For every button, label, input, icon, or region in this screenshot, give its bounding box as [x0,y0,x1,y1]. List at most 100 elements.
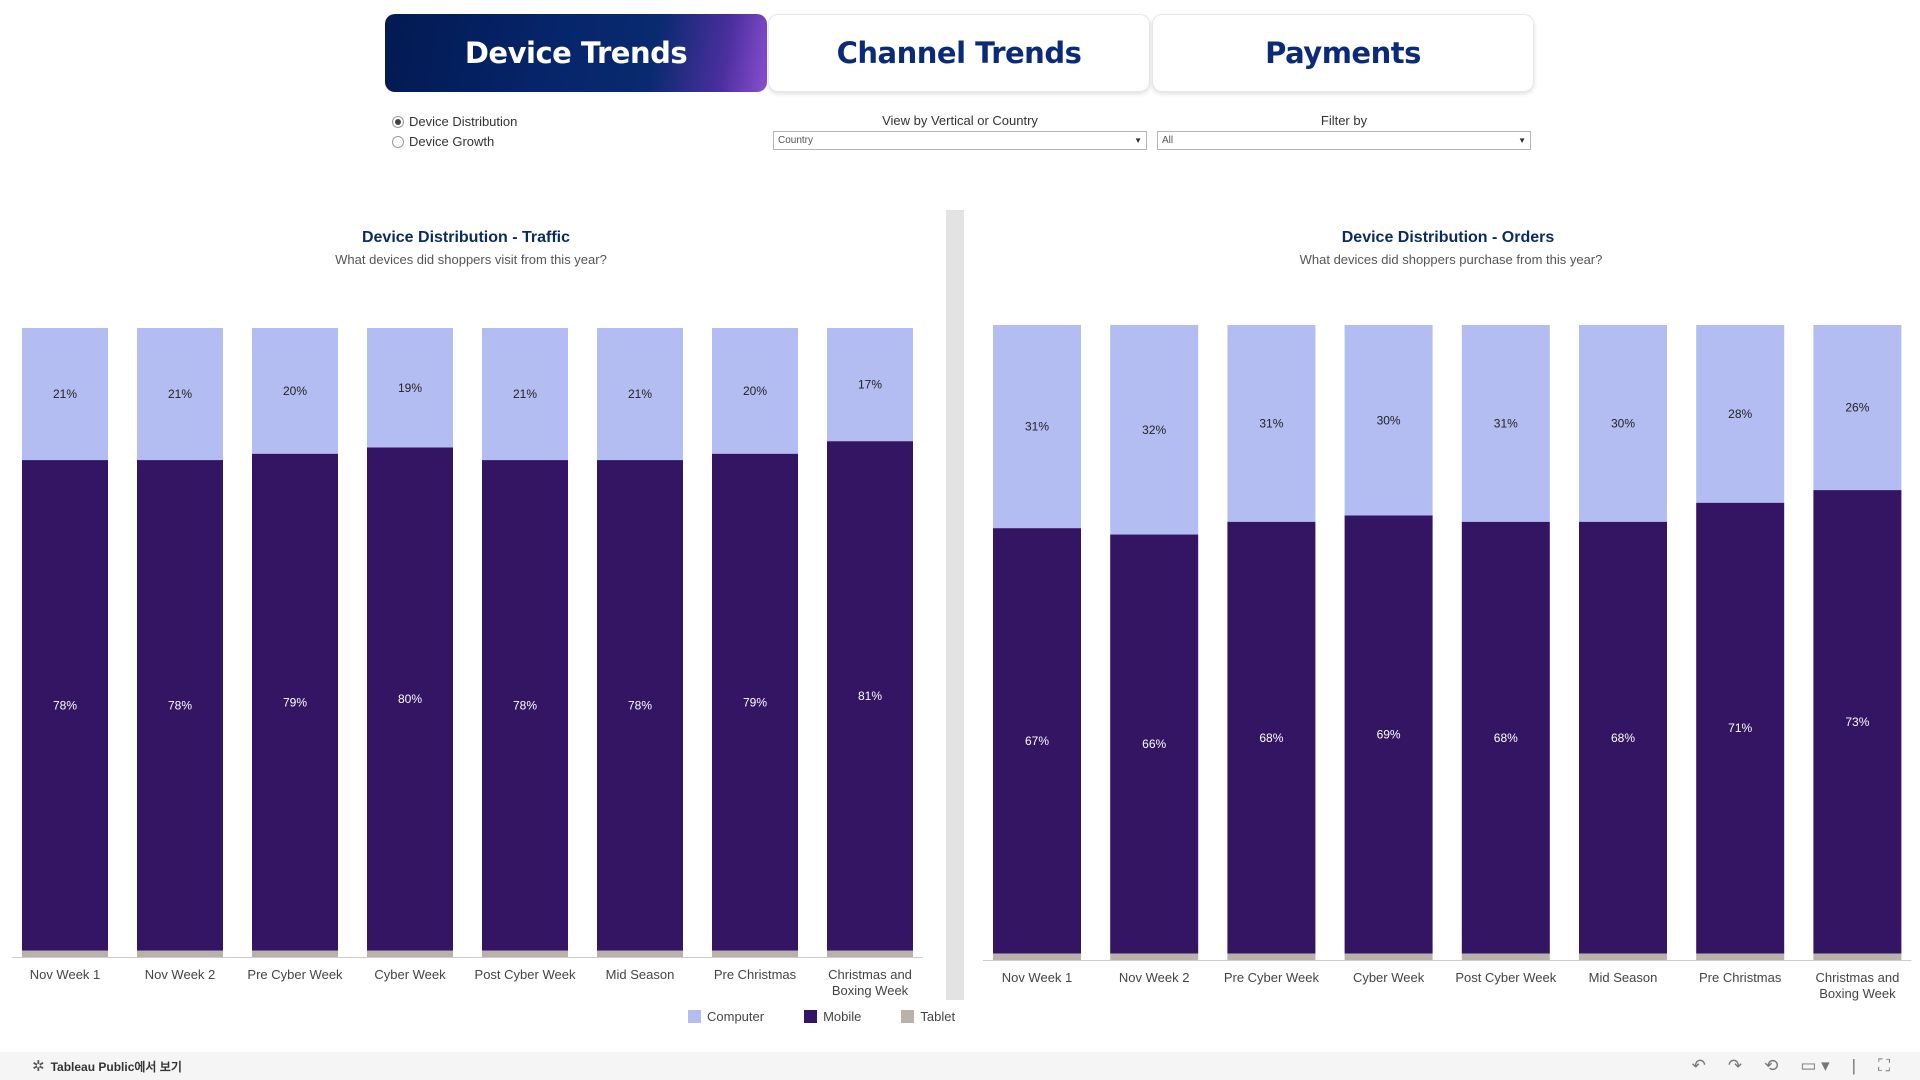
x-tick-label-pre-christmas: Pre Christmas [714,967,797,982]
bar-computer-post-cyber-week [1461,325,1550,522]
bar-tablet-cyber-week [367,950,453,957]
data-label-mobile-nov-week-2: 66% [1142,737,1166,751]
bar-mobile-nov-week-2 [1110,534,1199,954]
x-tick-label-christmas-and-boxing-week: Boxing Week [832,983,909,998]
data-label-mobile-post-cyber-week: 68% [1494,731,1518,745]
revert-icon[interactable]: ⟲ [1764,1056,1779,1075]
tab-payments[interactable]: Payments [1152,14,1534,92]
bar-computer-post-cyber-week [482,328,568,461]
radio-selected-icon[interactable] [392,115,404,128]
legend-swatch [688,1010,701,1023]
bar-mobile-nov-week-2 [137,460,223,951]
data-label-mobile-pre-cyber-week: 68% [1259,731,1283,745]
bar-tablet-nov-week-2 [1110,953,1199,960]
x-tick-label-pre-christmas: Pre Christmas [1699,970,1782,985]
data-label-computer-pre-cyber-week: 20% [283,384,307,398]
x-tick-label-pre-cyber-week: Pre Cyber Week [247,967,343,982]
bar-mobile-mid-season [1579,521,1667,954]
bar-mobile-pre-cyber-week [252,453,338,951]
x-tick-label-cyber-week: Cyber Week [1353,970,1425,985]
chevron-down-icon[interactable]: ▼ [1134,136,1142,145]
tab-label: Payments [1265,36,1421,70]
footer-brand-label: Tableau Public에서 보기 [50,1059,182,1074]
bar-computer-cyber-week [1344,325,1433,516]
tab-channel-trends[interactable]: Channel Trends [768,14,1150,92]
data-label-mobile-post-cyber-week: 78% [513,698,537,712]
data-label-mobile-nov-week-1: 78% [53,698,77,712]
radio-device-distribution[interactable]: Device Distribution [392,114,517,129]
data-label-mobile-nov-week-1: 67% [1025,734,1049,748]
bar-mobile-post-cyber-week [1461,521,1550,954]
bar-tablet-nov-week-2 [137,950,223,957]
undo-icon[interactable]: ↶ [1691,1056,1706,1075]
redo-icon[interactable]: ↷ [1727,1056,1743,1075]
bar-computer-christmas-and-boxing-week [827,328,913,442]
tableau-public-link[interactable]: ✲ Tableau Public에서 보기 [32,1057,182,1075]
bar-tablet-cyber-week [1344,953,1433,960]
bar-tablet-nov-week-1 [993,953,1081,960]
fullscreen-icon[interactable]: ⛶ [1878,1056,1890,1075]
radio-unselected-icon[interactable] [392,135,404,148]
data-label-mobile-nov-week-2: 78% [168,698,192,712]
chart-title-orders: Device Distribution - Orders [1341,229,1555,246]
bar-tablet-pre-christmas [712,950,798,957]
chart-subtitle-traffic: What devices did shoppers visit from thi… [335,252,607,267]
x-tick-label-nov-week-1: Nov Week 1 [30,967,101,982]
tab-label: Device Trends [464,36,688,70]
radio-device-growth[interactable]: Device Growth [392,134,494,149]
data-label-mobile-cyber-week: 80% [398,692,422,706]
dropdown-value: All [1162,135,1174,146]
data-label-mobile-mid-season: 78% [628,698,652,712]
data-label-mobile-pre-christmas: 71% [1728,721,1752,735]
dropdown-value: Country [778,135,814,146]
data-label-computer-pre-cyber-week: 31% [1259,416,1283,430]
chevron-down-icon[interactable]: ▼ [1518,136,1526,145]
data-label-computer-nov-week-1: 31% [1025,420,1049,434]
data-label-computer-post-cyber-week: 31% [1494,416,1518,430]
footer-bar: ✲ Tableau Public에서 보기 ↶ ↷ ⟲ ▭ ▾ | ⛶ [0,1052,1920,1080]
legend-label: Tablet [920,1009,956,1024]
bar-computer-christmas-and-boxing-week [1813,325,1902,491]
orders-chart: 31% 67% Nov Week 1 32% 66% Nov Week 2 31% 68% Pr… [983,325,1912,1001]
tab-device-trends[interactable]: Device Trends [385,14,767,92]
x-tick-label-christmas-and-boxing-week: Christmas and [1815,970,1899,985]
legend-item-mobile[interactable]: Mobile [804,1009,861,1024]
bar-tablet-nov-week-1 [22,950,108,957]
legend-item-computer[interactable]: Computer [688,1009,764,1024]
x-tick-label-nov-week-2: Nov Week 2 [145,967,216,982]
bar-computer-cyber-week [367,328,453,448]
legend-item-tablet[interactable]: Tablet [901,1009,955,1024]
share-icon[interactable]: ▭ ▾ [1800,1056,1830,1075]
radio-label: Device Distribution [409,114,518,129]
x-tick-label-nov-week-1: Nov Week 1 [1002,970,1073,985]
bar-tablet-pre-cyber-week [252,950,338,957]
data-label-computer-cyber-week: 19% [398,381,422,395]
data-label-computer-christmas-and-boxing-week: 26% [1845,401,1869,415]
chart-legend: Computer Mobile Tablet [688,1009,995,1024]
bar-tablet-post-cyber-week [482,950,568,957]
bar-computer-pre-christmas [1696,325,1785,503]
data-label-mobile-pre-cyber-week: 79% [283,695,307,709]
bar-mobile-pre-christmas [1696,502,1785,954]
tab-label: Channel Trends [836,36,1082,70]
data-label-mobile-cyber-week: 69% [1377,728,1401,742]
x-tick-label-pre-cyber-week: Pre Cyber Week [1224,970,1320,985]
data-label-computer-mid-season: 30% [1611,416,1635,430]
bar-computer-nov-week-2 [137,328,223,461]
data-label-mobile-pre-christmas: 79% [743,695,767,709]
x-tick-label-nov-week-2: Nov Week 2 [1119,970,1190,985]
bar-computer-nov-week-1 [993,325,1081,529]
bar-computer-pre-cyber-week [1227,325,1316,522]
data-label-computer-nov-week-1: 21% [53,387,77,401]
filter-by-dropdown[interactable]: All ▼ [1157,131,1531,150]
bar-computer-mid-season [1579,325,1667,522]
bar-tablet-post-cyber-week [1461,953,1550,960]
x-tick-label-christmas-and-boxing-week: Boxing Week [1819,986,1896,1001]
data-label-computer-nov-week-2: 21% [168,387,192,401]
chart-title-traffic: Device Distribution - Traffic [361,229,571,246]
bar-mobile-nov-week-1 [993,528,1081,954]
view-by-dropdown[interactable]: Country ▼ [773,131,1147,150]
bar-mobile-christmas-and-boxing-week [1813,490,1902,954]
data-label-computer-pre-christmas: 20% [743,384,767,398]
bar-computer-pre-cyber-week [252,328,338,454]
